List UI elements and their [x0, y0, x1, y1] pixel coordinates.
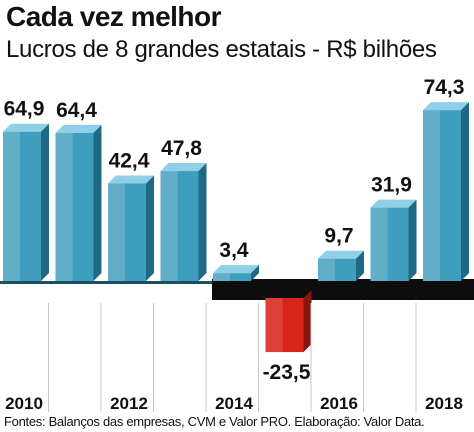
bar-side-face: [251, 265, 259, 281]
bar-2017: [370, 199, 417, 281]
value-label: 42,4: [109, 149, 150, 172]
bar-front-face: [3, 131, 41, 281]
bar-front-face: [318, 258, 356, 281]
chart-subtitle: Lucros de 8 grandes estatais - R$ bilhõe…: [6, 36, 437, 63]
bar-top-face: [370, 199, 417, 208]
value-label: 9,7: [324, 225, 353, 248]
bar-highlight: [213, 273, 231, 281]
bar-side-face: [146, 175, 154, 281]
value-label: 64,4: [56, 99, 97, 122]
value-labels-group: 64,9 64,4 42,4 47,8 3,4 -23,5 9,7 31,9 74,3: [4, 76, 465, 384]
x-tick-label: 2012: [110, 394, 148, 413]
bar-top-face: [318, 250, 364, 259]
x-tick-label: 2014: [215, 394, 253, 413]
bar-side-face: [41, 123, 49, 281]
bar-2016: [318, 250, 364, 281]
chart-title: Cada vez melhor: [6, 1, 222, 32]
value-label: 3,4: [219, 239, 249, 262]
source-note: Fontes: Balanços das empresas, CVM e Val…: [4, 414, 425, 429]
bar-top-face: [213, 265, 259, 274]
bar-highlight: [370, 207, 388, 281]
bar-highlight: [265, 298, 283, 353]
bar-side-face: [198, 163, 207, 281]
x-tick-labels-group: 2010 2012 2014 2016 2018: [5, 303, 463, 413]
bar-highlight: [160, 171, 178, 281]
bar-top-face: [55, 124, 102, 133]
x-tick-label: 2016: [320, 394, 358, 413]
bar-front-face: [108, 183, 146, 281]
value-label: 31,9: [371, 174, 412, 197]
value-label: -23,5: [263, 361, 311, 384]
bar-2015: [265, 290, 312, 353]
bar-top-face: [3, 123, 49, 132]
bars-group: [0, 102, 474, 353]
zero-baseline: [0, 281, 212, 284]
bar-front-face: [55, 132, 94, 281]
bar-side-face: [93, 124, 102, 281]
value-label: 74,3: [424, 76, 465, 99]
bar-side-face: [461, 102, 469, 281]
bar-front-face: [370, 207, 409, 281]
bar-top-face: [160, 163, 207, 172]
zero-baseline-band: [212, 279, 474, 300]
bar-2018: [423, 102, 469, 281]
bar-2012: [108, 175, 154, 281]
bar-side-face: [303, 290, 312, 353]
value-label: 47,8: [161, 137, 202, 160]
bar-top-face: [423, 102, 469, 111]
bar-front-face: [213, 273, 251, 281]
x-tick-label: 2018: [425, 394, 463, 413]
bar-front-face: [265, 298, 304, 353]
bar-2010: [3, 123, 49, 281]
bar-side-face: [408, 199, 417, 281]
bar-side-face: [356, 250, 364, 281]
bar-highlight: [108, 183, 126, 281]
bar-highlight: [423, 110, 441, 281]
x-tick-label: 2010: [5, 394, 43, 413]
bar-front-face: [160, 171, 199, 281]
bar-2014: [213, 265, 259, 281]
bar-highlight: [318, 258, 336, 281]
bar-highlight: [55, 132, 73, 281]
bar-highlight: [3, 131, 21, 281]
bar-front-face: [423, 110, 461, 281]
bar-2013: [160, 163, 207, 281]
bar-top-face: [108, 175, 154, 184]
value-label: 64,9: [4, 98, 45, 121]
bar-2011: [55, 124, 102, 281]
